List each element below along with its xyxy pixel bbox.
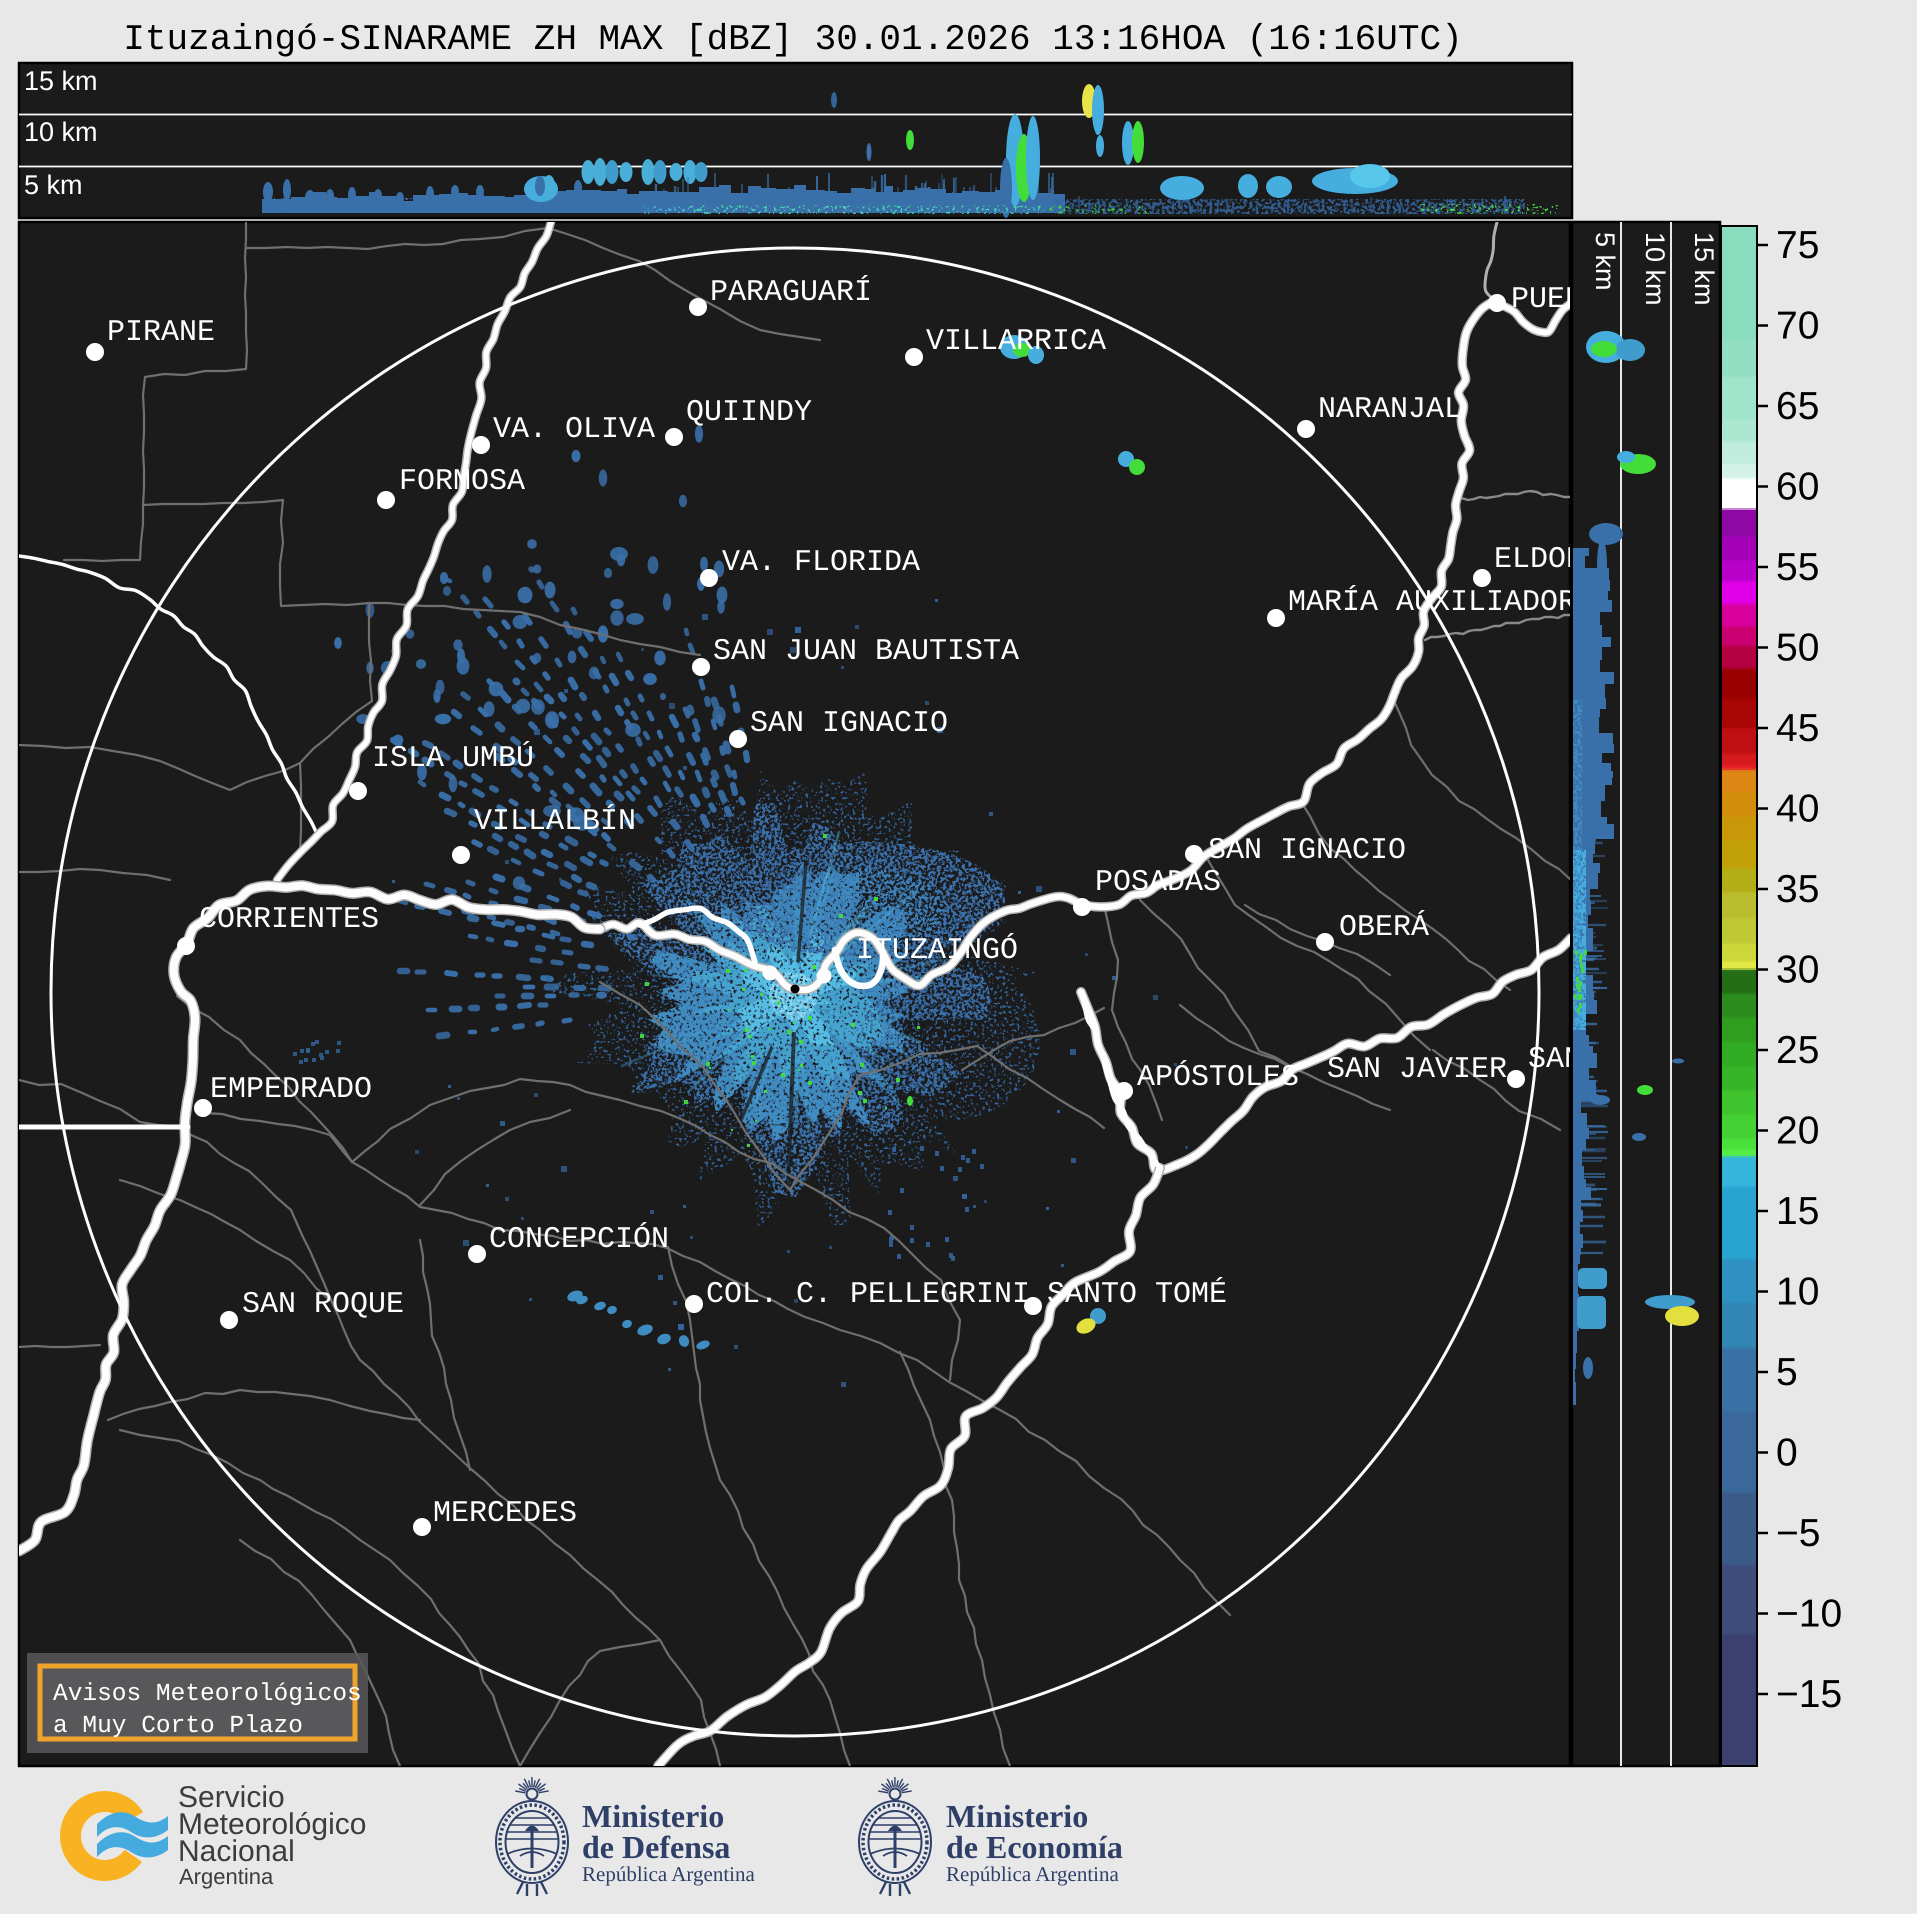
svg-text:CONCEPCIÓN: CONCEPCIÓN xyxy=(489,1222,669,1257)
svg-text:CORRIENTES: CORRIENTES xyxy=(199,903,379,937)
svg-text:70: 70 xyxy=(1776,305,1819,348)
svg-text:QUIINDY: QUIINDY xyxy=(686,396,812,430)
svg-text:30: 30 xyxy=(1776,949,1819,992)
svg-text:de Economía: de Economía xyxy=(946,1829,1123,1865)
svg-text:República Argentina: República Argentina xyxy=(946,1862,1119,1886)
svg-text:65: 65 xyxy=(1776,385,1819,428)
svg-text:POSADAS: POSADAS xyxy=(1095,866,1221,900)
svg-text:República Argentina: República Argentina xyxy=(582,1862,755,1886)
svg-text:−5: −5 xyxy=(1776,1512,1820,1555)
svg-text:EMPEDRADO: EMPEDRADO xyxy=(210,1073,372,1107)
svg-text:APÓSTOLES: APÓSTOLES xyxy=(1137,1060,1299,1095)
svg-text:FORMOSA: FORMOSA xyxy=(399,465,525,499)
svg-text:40: 40 xyxy=(1776,788,1819,831)
svg-text:NARANJAL: NARANJAL xyxy=(1318,393,1462,427)
svg-text:10: 10 xyxy=(1776,1271,1819,1314)
svg-text:Avisos Meteorológicos: Avisos Meteorológicos xyxy=(53,1681,362,1708)
svg-text:20: 20 xyxy=(1776,1110,1819,1153)
svg-text:VA. OLIVA: VA. OLIVA xyxy=(493,413,655,447)
svg-text:PARAGUARÍ: PARAGUARÍ xyxy=(710,275,872,310)
svg-text:SANTO TOMÉ: SANTO TOMÉ xyxy=(1047,1277,1227,1312)
svg-text:15: 15 xyxy=(1776,1190,1819,1233)
svg-text:SAN JAVIER: SAN JAVIER xyxy=(1327,1053,1507,1087)
svg-text:ITUZAINGÓ: ITUZAINGÓ xyxy=(856,933,1018,968)
svg-text:MERCEDES: MERCEDES xyxy=(433,1497,577,1531)
svg-text:PIRANE: PIRANE xyxy=(107,316,215,350)
svg-text:VILLALBÍN: VILLALBÍN xyxy=(474,804,636,839)
svg-text:55: 55 xyxy=(1776,546,1819,589)
svg-text:VA. FLORIDA: VA. FLORIDA xyxy=(722,546,920,580)
svg-text:25: 25 xyxy=(1776,1029,1819,1072)
svg-text:−15: −15 xyxy=(1776,1673,1842,1716)
svg-text:50: 50 xyxy=(1776,627,1819,670)
svg-text:ISLA UMBÚ: ISLA UMBÚ xyxy=(372,741,534,776)
svg-text:Ituzaingó-SINARAME ZH MAX [dBZ: Ituzaingó-SINARAME ZH MAX [dBZ] 30.01.20… xyxy=(123,19,1462,60)
svg-text:SAN JUAN BAUTISTA: SAN JUAN BAUTISTA xyxy=(713,635,1019,669)
svg-text:de Defensa: de Defensa xyxy=(582,1829,730,1865)
svg-text:60: 60 xyxy=(1776,466,1819,509)
svg-text:OBERÁ: OBERÁ xyxy=(1339,910,1429,945)
svg-text:10 km: 10 km xyxy=(1640,232,1670,306)
svg-text:10 km: 10 km xyxy=(24,117,98,147)
svg-text:SAN ROQUE: SAN ROQUE xyxy=(242,1288,404,1322)
svg-text:VILLARRICA: VILLARRICA xyxy=(926,325,1106,359)
svg-text:15 km: 15 km xyxy=(1689,232,1719,306)
svg-text:SAN IGNACIO: SAN IGNACIO xyxy=(1208,834,1406,868)
svg-text:75: 75 xyxy=(1776,224,1819,267)
svg-text:−10: −10 xyxy=(1776,1593,1842,1636)
svg-text:5: 5 xyxy=(1776,1351,1798,1394)
svg-text:35: 35 xyxy=(1776,868,1819,911)
svg-text:45: 45 xyxy=(1776,707,1819,750)
svg-text:5 km: 5 km xyxy=(1590,232,1620,291)
svg-text:SAN IGNACIO: SAN IGNACIO xyxy=(750,707,948,741)
svg-text:0: 0 xyxy=(1776,1432,1798,1475)
svg-text:COL. C. PELLEGRINI: COL. C. PELLEGRINI xyxy=(706,1278,1030,1312)
svg-text:MARÍA AUXILIADORA: MARÍA AUXILIADORA xyxy=(1288,585,1594,620)
svg-text:15 km: 15 km xyxy=(24,66,98,96)
svg-text:5 km: 5 km xyxy=(24,170,83,200)
svg-text:a Muy Corto Plazo: a Muy Corto Plazo xyxy=(53,1713,303,1740)
svg-text:Argentina: Argentina xyxy=(179,1864,274,1889)
